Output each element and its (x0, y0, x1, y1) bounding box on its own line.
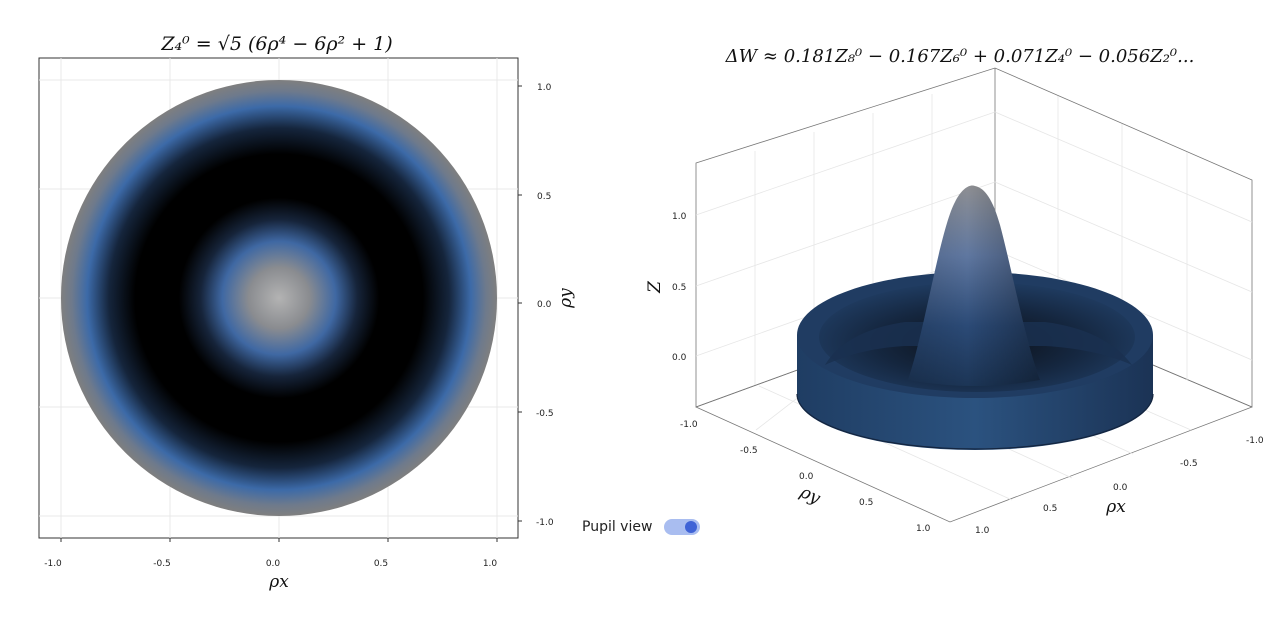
y-tick-3d: -0.5 (740, 446, 758, 456)
y-tick-3d: 0.5 (859, 498, 873, 508)
left-x-tick: 1.0 (483, 559, 498, 569)
left-x-tick: 0.5 (374, 559, 388, 569)
left-x-tick: -1.0 (44, 559, 62, 569)
left-y-tick: 0.0 (537, 300, 552, 310)
pupil-view-toggle[interactable] (664, 519, 701, 535)
left-y-tick: 0.5 (537, 192, 551, 202)
left-y-tick: -0.5 (536, 409, 554, 419)
left-plot: Z₄⁰ = √5 (6ρ⁴ − 6ρ² + 1) (38, 33, 576, 592)
pupil-view-label: Pupil view (582, 519, 653, 535)
x-tick-3d: -0.5 (1180, 459, 1198, 469)
z-axis-label: Z (645, 280, 665, 294)
pupil-view-control: Pupil view (582, 519, 701, 535)
left-x-tick: -0.5 (153, 559, 171, 569)
left-x-tick: 0.0 (266, 559, 281, 569)
right-plot-title: ΔW ≈ 0.181Z₈⁰ − 0.167Z₆⁰ + 0.071Z₄⁰ − 0.… (725, 46, 1195, 67)
zernike-3d-surface (796, 185, 1154, 450)
y-tick-3d: -1.0 (680, 420, 698, 430)
zernike-pupil-heatmap (61, 80, 497, 516)
left-y-axis-label: ρy (556, 288, 576, 309)
toggle-knob[interactable] (685, 521, 698, 533)
x-axis-label-3d: ρx (1105, 497, 1126, 517)
left-y-tick: 1.0 (537, 83, 552, 93)
z-tick: 0.0 (672, 353, 687, 363)
z-tick: 0.5 (672, 283, 686, 293)
left-y-tick: -1.0 (536, 518, 554, 528)
left-plot-title: Z₄⁰ = √5 (6ρ⁴ − 6ρ² + 1) (160, 33, 392, 55)
y-tick-3d: 1.0 (916, 524, 931, 534)
left-x-axis-label: ρx (268, 572, 289, 592)
z-tick: 1.0 (672, 212, 687, 222)
x-tick-3d: 1.0 (975, 526, 990, 536)
right-plot: ΔW ≈ 0.181Z₈⁰ − 0.167Z₆⁰ + 0.071Z₄⁰ − 0.… (645, 46, 1264, 536)
y-tick-3d: 0.0 (799, 472, 814, 482)
x-tick-3d: 0.0 (1113, 483, 1128, 493)
x-tick-3d: -1.0 (1246, 436, 1264, 446)
x-tick-3d: 0.5 (1043, 504, 1057, 514)
y-axis-label-3d: ρy (796, 482, 823, 509)
